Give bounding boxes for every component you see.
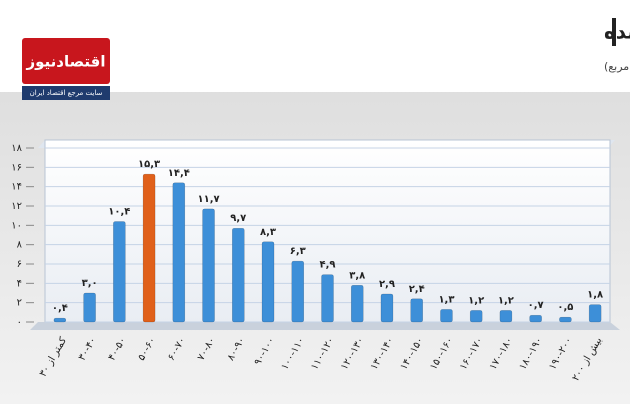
bar bbox=[440, 309, 453, 323]
value-label: ۲,۹ bbox=[379, 279, 395, 290]
value-label: ۱,۲ bbox=[468, 295, 484, 306]
title-bar bbox=[612, 18, 616, 46]
y-tick-label: ۸ bbox=[17, 240, 23, 251]
value-label: ۱,۸ bbox=[587, 290, 603, 301]
bar bbox=[53, 317, 67, 323]
bar bbox=[469, 310, 483, 323]
bar bbox=[291, 260, 305, 323]
bar bbox=[261, 241, 275, 323]
bar bbox=[350, 285, 364, 323]
bar bbox=[380, 293, 394, 323]
y-tick-label: ۱۸ bbox=[11, 143, 22, 154]
bar bbox=[232, 227, 245, 323]
logo-tagline-box bbox=[22, 86, 110, 100]
value-label: ۹,۷ bbox=[230, 213, 246, 224]
bar bbox=[499, 310, 513, 323]
value-label: ۰,۵ bbox=[557, 302, 573, 313]
bar bbox=[410, 298, 423, 323]
value-label: ۶,۳ bbox=[290, 246, 306, 257]
chart-title: توزیع فراوانی تعداد واحدهای مسکونی معامل… bbox=[604, 20, 630, 44]
logo-box bbox=[22, 38, 110, 84]
y-tick-label: ۱۴ bbox=[11, 182, 22, 193]
value-label: ۱۰,۴ bbox=[108, 206, 130, 217]
value-label: ۰,۷ bbox=[528, 300, 544, 311]
value-label: ۳,۰ bbox=[82, 278, 98, 289]
value-label: ۸,۳ bbox=[260, 227, 276, 238]
plot-floor bbox=[30, 322, 620, 330]
y-tick-label: ۶ bbox=[17, 259, 22, 270]
y-tick-label: ۰ bbox=[17, 317, 22, 328]
y-tick-label: ۱۶ bbox=[11, 162, 22, 173]
value-label: ۰,۴ bbox=[52, 303, 68, 314]
bar bbox=[202, 208, 215, 323]
bar bbox=[321, 274, 334, 323]
bar bbox=[559, 316, 572, 323]
y-tick-label: ۱۰ bbox=[11, 220, 22, 231]
value-label: ۱,۲ bbox=[498, 295, 514, 306]
bar bbox=[83, 292, 96, 323]
logo-name: اقتصادنیوز bbox=[26, 53, 106, 71]
y-tick-label: ۴ bbox=[17, 278, 22, 289]
value-label: ۱,۳ bbox=[438, 294, 454, 305]
logo-tagline: سایت مرجع اقتصاد ایران bbox=[30, 89, 103, 97]
value-label: ۱۵,۳ bbox=[138, 159, 160, 170]
value-label: ۱۱,۷ bbox=[197, 194, 219, 205]
value-label: ۱۴,۴ bbox=[168, 168, 190, 179]
bar bbox=[142, 173, 156, 323]
value-label: ۳,۸ bbox=[349, 270, 365, 281]
y-tick-label: ۲ bbox=[17, 298, 22, 309]
bar bbox=[588, 304, 602, 323]
bar bbox=[113, 221, 126, 323]
y-tick-label: ۱۲ bbox=[11, 201, 22, 212]
value-label: ۲,۴ bbox=[409, 284, 425, 295]
chart-subtitle: برحسب سطح زیربنا (متر مربع) bbox=[604, 60, 630, 73]
value-label: ۴,۹ bbox=[319, 260, 335, 271]
bar bbox=[172, 182, 186, 323]
bar bbox=[529, 314, 542, 323]
